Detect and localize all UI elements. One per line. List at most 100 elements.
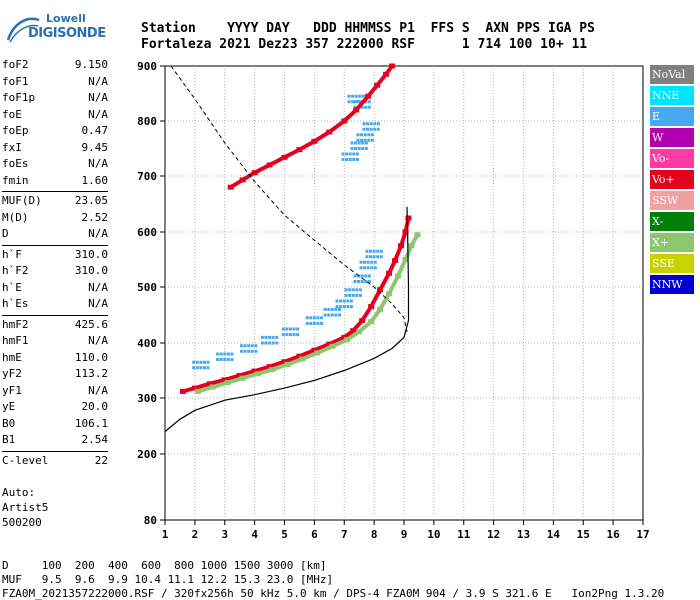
spread-f-point: [351, 288, 355, 292]
spread-f-point: [247, 349, 251, 353]
spread-f-point: [370, 133, 374, 137]
spread-f-point: [271, 335, 275, 339]
param-row-h-e: h`E N/A: [2, 281, 108, 298]
spread-f-point: [355, 152, 359, 156]
header-row-values: Fortaleza 2021 Dez23 357 222000 RSF 1 71…: [141, 37, 588, 52]
param-label: foEp: [2, 124, 29, 137]
ionogram-parameters: foF2 9.150 foF1 N/A foF1p N/A foE N/A foEp 0.47 fx…: [2, 58, 108, 470]
spread-f-point: [347, 100, 351, 104]
param-row-fmin: fmin 1.60: [2, 174, 108, 191]
param-row-h-es: h`Es N/A: [2, 297, 108, 314]
spread-f-point: [360, 280, 364, 283]
auto-label: Auto:: [2, 486, 36, 499]
spread-f-point: [206, 366, 210, 370]
auto-version: 500200: [2, 516, 42, 529]
spread-f-point: [373, 122, 377, 126]
spread-f-point: [309, 321, 313, 325]
spread-f-point: [327, 313, 331, 317]
y-tick-label: 900: [137, 60, 157, 73]
param-row-foe: foE N/A: [2, 108, 108, 125]
param-label: foF1p: [2, 91, 36, 104]
param-value: 2.54: [81, 433, 109, 446]
x-tick-label: 13: [517, 528, 530, 541]
param-label: B0: [2, 416, 16, 430]
legend-item-ssw: SSW: [650, 191, 694, 210]
y-tick-label: 800: [137, 115, 157, 128]
spread-f-point: [254, 349, 258, 353]
param-row-fof1p: foF1p N/A: [2, 91, 108, 108]
spread-f-point: [195, 360, 199, 364]
param-value: 0.47: [81, 124, 109, 137]
autoscaling-info: Auto: Artist5 500200: [2, 485, 48, 530]
spread-f-point: [369, 127, 373, 131]
param-separator: [2, 314, 108, 316]
spread-f-point: [379, 249, 383, 253]
param-separator: [2, 244, 108, 246]
x-trace-segment: [396, 258, 408, 277]
spread-f-point: [353, 280, 357, 283]
spread-f-point: [281, 333, 285, 337]
spread-f-point: [367, 100, 371, 104]
spread-f-point: [275, 335, 279, 339]
spread-f-point: [361, 147, 365, 150]
spread-f-point: [367, 138, 371, 142]
spread-f-point: [358, 288, 362, 292]
param-row-m-d-: M(D) 2.52: [2, 211, 108, 228]
spread-f-point: [202, 366, 206, 370]
spread-f-point: [337, 313, 341, 317]
param-row-fof1: foF1 N/A: [2, 75, 108, 92]
x-tick-label: 9: [401, 528, 408, 541]
y-tick-label: 300: [137, 392, 157, 405]
spread-f-point: [320, 316, 324, 320]
spread-f-point: [356, 133, 360, 137]
x-tick-label: 17: [636, 528, 649, 541]
param-value: N/A: [88, 297, 108, 310]
spread-f-point: [309, 316, 313, 320]
spread-f-point: [268, 341, 272, 345]
spread-f-point: [352, 158, 356, 161]
spread-f-point: [376, 127, 380, 131]
spread-f-point: [305, 321, 309, 325]
o-trace-2hop-point: [389, 63, 396, 69]
spread-f-point: [192, 360, 196, 364]
x-tick-label: 16: [607, 528, 621, 541]
x-trace-segment: [387, 275, 400, 295]
spread-f-point: [350, 141, 354, 145]
spread-f-point: [334, 307, 338, 311]
spread-f-point: [312, 316, 316, 320]
spread-f-point: [296, 333, 300, 337]
spread-f-point: [351, 100, 355, 104]
spread-f-point: [357, 147, 361, 150]
param-label: foEs: [2, 157, 29, 170]
spread-f-point: [347, 94, 351, 98]
spread-f-point: [353, 274, 357, 278]
spread-f-point: [219, 352, 223, 356]
x-tick-label: 10: [427, 528, 440, 541]
param-value: 310.0: [74, 264, 108, 277]
spread-f-point: [361, 94, 365, 98]
spread-f-point: [373, 266, 377, 270]
param-row-yf1: yF1 N/A: [2, 384, 108, 401]
x-tick-label: 1: [162, 528, 169, 541]
param-label: yF1: [2, 383, 22, 397]
footer-muf-row: MUF 9.5 9.6 9.9 10.4 11.1 12.2 15.3 23.0…: [2, 573, 334, 586]
spread-f-point: [357, 141, 361, 145]
param-value: 113.2: [74, 367, 108, 380]
spread-f-point: [366, 127, 370, 131]
spread-f-point: [367, 133, 371, 137]
x-tick-label: 3: [221, 528, 228, 541]
spread-f-point: [359, 260, 363, 264]
spread-f-point: [373, 260, 377, 264]
spread-f-point: [243, 349, 247, 353]
spread-f-point: [271, 341, 275, 345]
x-trace-point: [414, 232, 421, 238]
spread-f-point: [366, 122, 370, 126]
legend-item-nnw: NNW: [650, 275, 694, 294]
spread-f-point: [288, 333, 292, 337]
y-tick-label: 80: [144, 514, 157, 527]
spread-f-point: [349, 305, 353, 309]
spread-f-point: [312, 321, 316, 325]
plot-frame: [164, 65, 644, 521]
param-value: N/A: [88, 74, 108, 88]
spread-f-point: [364, 141, 368, 145]
